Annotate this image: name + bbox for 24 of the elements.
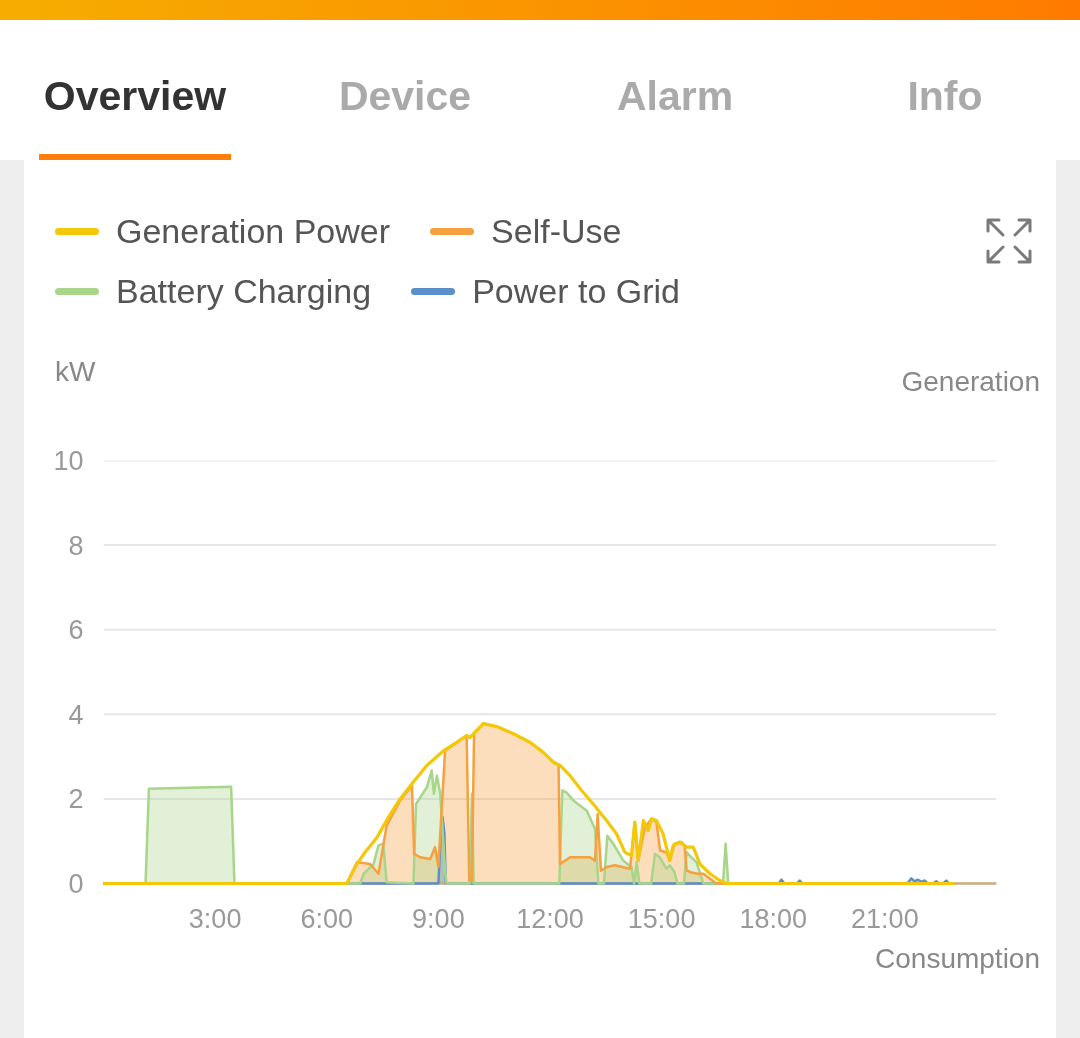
x-tick-label: 15:00 xyxy=(627,903,696,934)
y-axis-title: kW xyxy=(55,356,96,388)
x-tick-label: 3:00 xyxy=(188,903,242,934)
text: Consumption xyxy=(875,943,1040,975)
y-tick-label: 2 xyxy=(68,784,84,815)
chart-title: Generation xyxy=(901,366,1040,398)
y-tick-label: 10 xyxy=(53,446,84,476)
text: Alarm xyxy=(616,72,734,121)
legend-label: Generation Power xyxy=(116,211,391,251)
y-tick-label: 4 xyxy=(68,699,84,730)
legend-label: Power to Grid xyxy=(472,271,680,311)
x-tick-label: 21:00 xyxy=(851,903,919,934)
text: Device xyxy=(338,72,472,121)
text: Info xyxy=(907,72,983,121)
legend-label: Battery Charging xyxy=(116,271,372,311)
y-tick-label: 0 xyxy=(68,869,84,899)
x-tick-label: 6:00 xyxy=(300,903,354,934)
x-tick-label: 18:00 xyxy=(739,903,808,934)
text: Overview xyxy=(43,72,227,121)
x-tick-label: 9:00 xyxy=(412,903,465,934)
y-tick-label: 6 xyxy=(68,615,84,646)
y-tick-label: 8 xyxy=(68,530,84,561)
legend-label: Self-Use xyxy=(491,211,622,251)
x-tick-label: 12:00 xyxy=(516,903,584,934)
